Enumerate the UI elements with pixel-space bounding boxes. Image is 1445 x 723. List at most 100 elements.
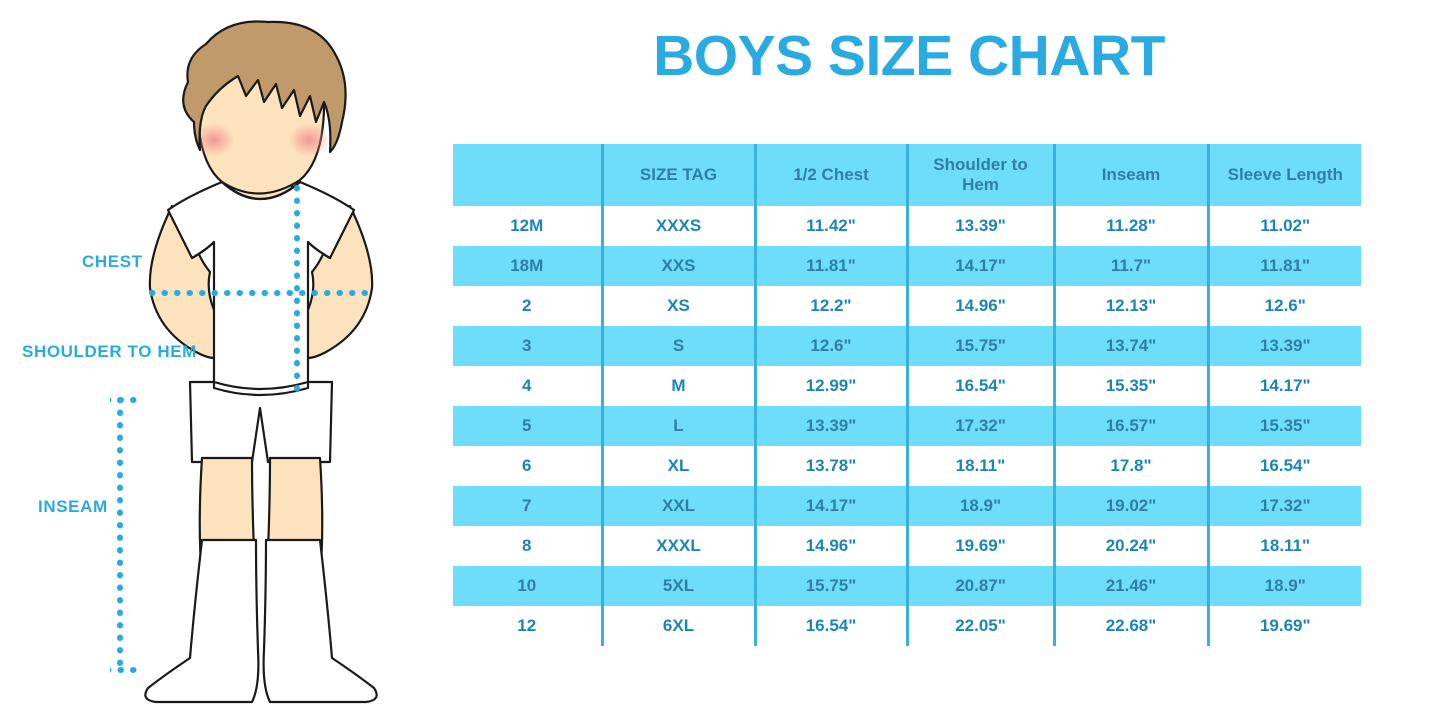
cell-half-chest: 16.54" (755, 606, 909, 646)
size-chart-table-container: SIZE TAG 1/2 Chest Shoulder to Hem Insea… (453, 144, 1361, 646)
column-header-inseam: Inseam (1054, 144, 1210, 206)
table-row: 8 XXXL 14.96" 19.69" 20.24" 18.11" (453, 526, 1361, 566)
cell-inseam: 11.7" (1054, 246, 1210, 286)
cell-inseam: 21.46" (1054, 566, 1210, 606)
cell-size: 4 (453, 366, 604, 406)
cell-size: 5 (453, 406, 604, 446)
cell-shoulder-to-hem: 17.32" (907, 406, 1056, 446)
cell-sleeve-length: 12.6" (1208, 286, 1361, 326)
cell-sleeve-length: 11.02" (1208, 206, 1361, 246)
shoulder-to-hem-label: SHOULDER TO HEM (22, 342, 197, 361)
cell-inseam: 19.02" (1054, 486, 1210, 526)
column-header-half-chest: 1/2 Chest (755, 144, 909, 206)
cell-sleeve-length: 18.11" (1208, 526, 1361, 566)
cell-size: 18M (453, 246, 604, 286)
cell-size-tag: XS (602, 286, 757, 326)
cell-inseam: 16.57" (1054, 406, 1210, 446)
column-header-shoulder-to-hem: Shoulder to Hem (907, 144, 1056, 206)
cell-shoulder-to-hem: 20.87" (907, 566, 1056, 606)
cell-sleeve-length: 11.81" (1208, 246, 1361, 286)
cell-half-chest: 13.78" (755, 446, 909, 486)
cell-shoulder-to-hem: 14.17" (907, 246, 1056, 286)
cell-half-chest: 11.42" (755, 206, 909, 246)
sleeve-seam-right (306, 240, 332, 260)
cell-shoulder-to-hem: 16.54" (907, 366, 1056, 406)
page-title: BOYS SIZE CHART (653, 24, 1165, 88)
table-row: 4 M 12.99" 16.54" 15.35" 14.17" (453, 366, 1361, 406)
table-row: 12 6XL 16.54" 22.05" 22.68" 19.69" (453, 606, 1361, 646)
cell-half-chest: 12.99" (755, 366, 909, 406)
cell-half-chest: 12.2" (755, 286, 909, 326)
cell-size: 12M (453, 206, 604, 246)
table-row: 18M XXS 11.81" 14.17" 11.7" 11.81" (453, 246, 1361, 286)
hair-shape (182, 20, 347, 154)
cell-half-chest: 12.6" (755, 326, 909, 366)
cell-shoulder-to-hem: 18.9" (907, 486, 1056, 526)
cell-size-tag: S (602, 326, 757, 366)
cell-size: 7 (453, 486, 604, 526)
cell-half-chest: 14.96" (755, 526, 909, 566)
table-row: 7 XXL 14.17" 18.9" 19.02" 17.32" (453, 486, 1361, 526)
cell-half-chest: 14.17" (755, 486, 909, 526)
cell-sleeve-length: 18.9" (1208, 566, 1361, 606)
cell-size-tag: 6XL (602, 606, 757, 646)
inseam-label: INSEAM (38, 497, 108, 516)
cell-size-tag: XXS (602, 246, 757, 286)
column-header-sleeve-length: Sleeve Length (1208, 144, 1361, 206)
cell-half-chest: 13.39" (755, 406, 909, 446)
cell-shoulder-to-hem: 15.75" (907, 326, 1056, 366)
table-row: 3 S 12.6" 15.75" 13.74" 13.39" (453, 326, 1361, 366)
cell-sleeve-length: 13.39" (1208, 326, 1361, 366)
cell-size: 12 (453, 606, 604, 646)
table-row: 6 XL 13.78" 18.11" 17.8" 16.54" (453, 446, 1361, 486)
sleeve-seam-left (190, 240, 216, 260)
boot-left (144, 538, 260, 704)
cell-inseam: 20.24" (1054, 526, 1210, 566)
boot-right (262, 538, 378, 704)
cell-inseam: 15.35" (1054, 366, 1210, 406)
cell-size-tag: XXXL (602, 526, 757, 566)
cell-sleeve-length: 14.17" (1208, 366, 1361, 406)
cell-sleeve-length: 16.54" (1208, 446, 1361, 486)
cell-size: 6 (453, 446, 604, 486)
header-row: SIZE TAG 1/2 Chest Shoulder to Hem Insea… (453, 144, 1361, 206)
cell-inseam: 11.28" (1054, 206, 1210, 246)
cell-size-tag: XXL (602, 486, 757, 526)
boy-figure-illustration (110, 20, 378, 704)
cell-size-tag: XXXS (602, 206, 757, 246)
cell-half-chest: 15.75" (755, 566, 909, 606)
cell-size-tag: M (602, 366, 757, 406)
cell-inseam: 17.8" (1054, 446, 1210, 486)
cell-inseam: 12.13" (1054, 286, 1210, 326)
cell-half-chest: 11.81" (755, 246, 909, 286)
cell-shoulder-to-hem: 22.05" (907, 606, 1056, 646)
cell-shoulder-to-hem: 18.11" (907, 446, 1056, 486)
cell-inseam: 13.74" (1054, 326, 1210, 366)
cell-shoulder-to-hem: 19.69" (907, 526, 1056, 566)
cell-size: 10 (453, 566, 604, 606)
cell-size-tag: XL (602, 446, 757, 486)
cell-size: 2 (453, 286, 604, 326)
cell-sleeve-length: 15.35" (1208, 406, 1361, 446)
collar-line (220, 180, 302, 201)
table-row: 2 XS 12.2" 14.96" 12.13" 12.6" (453, 286, 1361, 326)
illustration-panel: CHEST SHOULDER TO HEM INSEAM (0, 0, 445, 723)
shirt-hem-line (212, 380, 310, 391)
cell-shoulder-to-hem: 14.96" (907, 286, 1056, 326)
table-body: 12M XXXS 11.42" 13.39" 11.28" 11.02" 18M XXS 11.… (453, 206, 1361, 646)
table-row: 10 5XL 15.75" 20.87" 21.46" 18.9" (453, 566, 1361, 606)
column-header-size-tag: SIZE TAG (602, 144, 757, 206)
table-row: 5 L 13.39" 17.32" 16.57" 15.35" (453, 406, 1361, 446)
cheek-right (288, 123, 330, 157)
cheek-left (193, 123, 235, 157)
cell-size: 3 (453, 326, 604, 366)
column-header-size (453, 144, 604, 206)
chest-label: CHEST (82, 252, 143, 271)
cell-shoulder-to-hem: 13.39" (907, 206, 1056, 246)
cell-sleeve-length: 19.69" (1208, 606, 1361, 646)
cell-size-tag: 5XL (602, 566, 757, 606)
cell-inseam: 22.68" (1054, 606, 1210, 646)
size-chart-table: SIZE TAG 1/2 Chest Shoulder to Hem Insea… (453, 144, 1361, 646)
table-header: SIZE TAG 1/2 Chest Shoulder to Hem Insea… (453, 144, 1361, 206)
cell-size: 8 (453, 526, 604, 566)
